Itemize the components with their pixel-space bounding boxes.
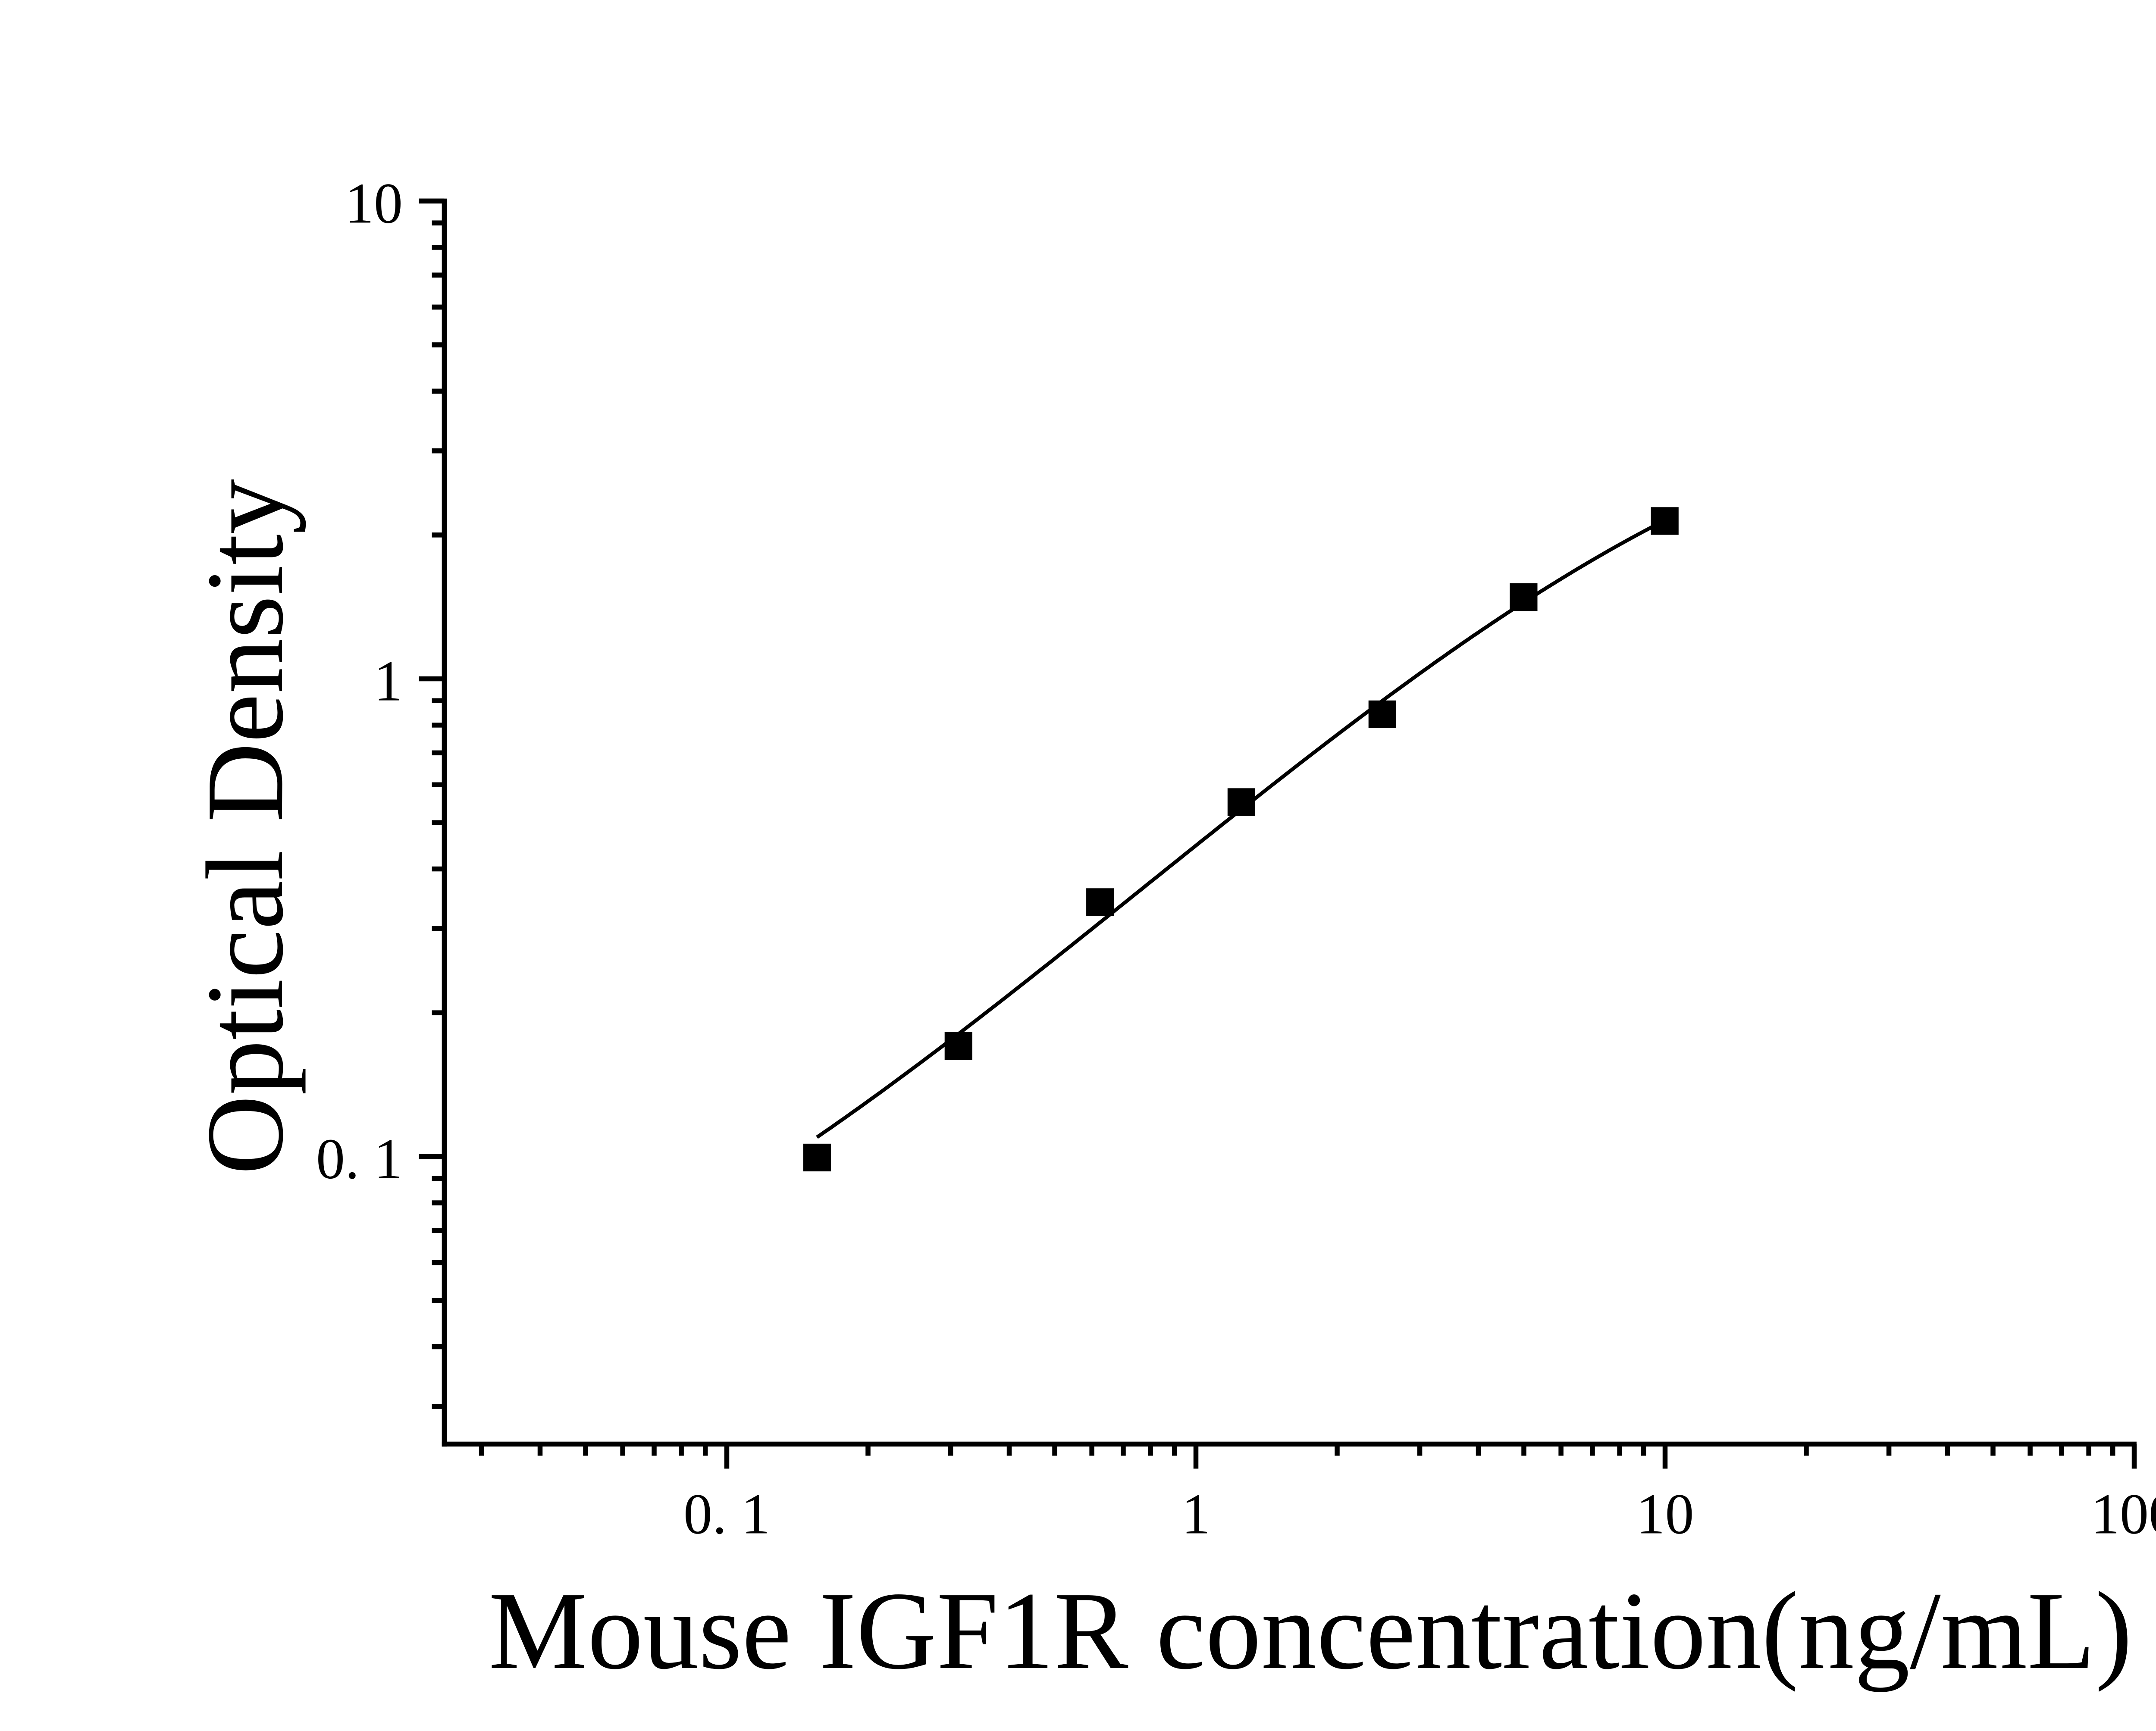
svg-text:1: 1 xyxy=(1181,1482,1210,1546)
svg-text:10: 10 xyxy=(345,171,403,235)
svg-text:Mouse IGF1R concentration(ng/m: Mouse IGF1R concentration(ng/mL) xyxy=(489,1569,2132,1692)
svg-text:100: 100 xyxy=(2091,1482,2156,1546)
svg-text:Optical Density: Optical Density xyxy=(184,479,306,1175)
svg-text:10: 10 xyxy=(1636,1482,1694,1546)
svg-text:1: 1 xyxy=(374,649,403,713)
svg-text:0. 1: 0. 1 xyxy=(683,1482,770,1546)
svg-text:0. 1: 0. 1 xyxy=(316,1127,403,1191)
